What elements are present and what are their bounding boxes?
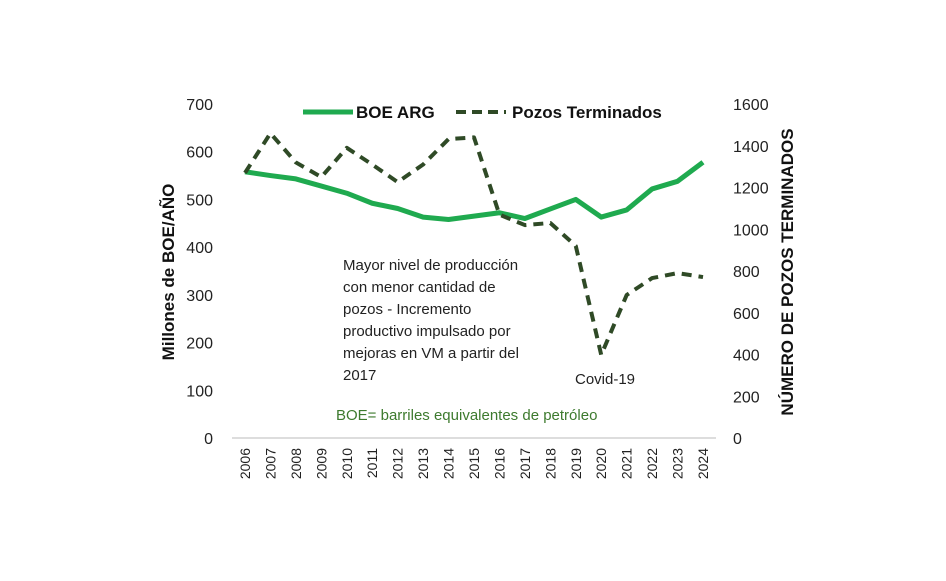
y2-tick-label: 0 bbox=[733, 431, 742, 448]
y2-tick-label: 400 bbox=[733, 348, 760, 365]
series-line-pozos-terminados bbox=[243, 131, 704, 357]
x-tick-label: 2012 bbox=[390, 448, 406, 479]
x-tick-label: 2014 bbox=[441, 448, 457, 479]
y-tick-label: 100 bbox=[186, 383, 213, 400]
y2-tick-label: 1000 bbox=[733, 222, 769, 239]
y2-tick-label: 1400 bbox=[733, 139, 769, 156]
annotation-line: Mayor nivel de producción bbox=[343, 257, 518, 274]
x-tick-label: 2020 bbox=[593, 448, 609, 479]
legend-label-boe: BOE ARG bbox=[356, 103, 435, 122]
x-tick-label: 2019 bbox=[568, 448, 584, 479]
y-tick-label: 400 bbox=[186, 240, 213, 257]
x-tick-label: 2008 bbox=[288, 448, 304, 479]
legend-label-pozos: Pozos Terminados bbox=[512, 103, 662, 122]
annotation-text: Mayor nivel de producción con menor canti… bbox=[343, 257, 519, 384]
y2-tick-label: 1200 bbox=[733, 181, 769, 198]
x-tick-label: 2010 bbox=[339, 448, 355, 479]
y-tick-label: 600 bbox=[186, 145, 213, 162]
annotation-line: pozos - Incremento bbox=[343, 301, 471, 318]
y2-tick-label: 1600 bbox=[733, 97, 769, 114]
x-tick-label: 2011 bbox=[364, 448, 380, 478]
annotation-line: productivo impulsado por bbox=[343, 323, 511, 340]
annotation-line: 2017 bbox=[343, 367, 376, 384]
x-tick-label: 2021 bbox=[619, 448, 635, 479]
x-tick-label: 2023 bbox=[670, 448, 686, 479]
covid-annotation: Covid-19 bbox=[575, 371, 635, 388]
annotation-line: mejoras en VM a partir del bbox=[343, 345, 519, 362]
y-tick-label: 500 bbox=[186, 192, 213, 209]
y2-tick-label: 800 bbox=[733, 264, 760, 281]
boe-note: BOE= barriles equivalentes de petróleo bbox=[336, 407, 597, 424]
x-tick-label: 2016 bbox=[491, 448, 507, 479]
y2-axis-label: NÚMERO DE POZOS TERMINADOS bbox=[778, 128, 797, 415]
x-tick-label: 2015 bbox=[466, 448, 482, 479]
x-tick-label: 2013 bbox=[415, 448, 431, 479]
y-axis-label: Millones de BOE/AÑO bbox=[158, 184, 178, 361]
x-tick-label: 2007 bbox=[262, 448, 278, 479]
x-tick-label: 2024 bbox=[695, 448, 711, 479]
y-tick-label: 700 bbox=[186, 97, 213, 114]
y-tick-label: 300 bbox=[186, 288, 213, 305]
x-tick-label: 2018 bbox=[542, 448, 558, 479]
annotation-line: con menor cantidad de bbox=[343, 279, 496, 296]
x-tick-label: 2006 bbox=[237, 448, 253, 479]
legend: BOE ARG Pozos Terminados bbox=[303, 103, 662, 122]
x-tick-label: 2017 bbox=[517, 448, 533, 479]
y2-tick-label: 600 bbox=[733, 306, 760, 323]
x-tick-label: 2022 bbox=[644, 448, 660, 479]
y-tick-label: 200 bbox=[186, 336, 213, 353]
y-tick-label: 0 bbox=[204, 431, 213, 448]
y2-tick-label: 200 bbox=[733, 389, 760, 406]
x-tick-label: 2009 bbox=[313, 448, 329, 479]
